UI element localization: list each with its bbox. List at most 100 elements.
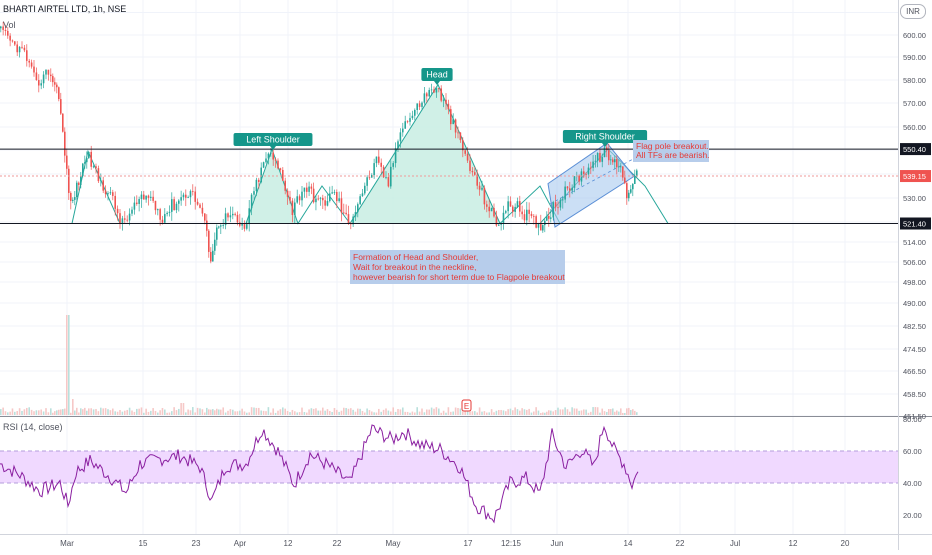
price-tick-label: 506.00 <box>903 258 926 267</box>
candle-body <box>490 208 493 212</box>
volume-bar <box>201 409 204 415</box>
candle-body <box>329 193 331 202</box>
volume-bar <box>298 412 301 415</box>
volume-bar <box>526 409 528 415</box>
volume-bar <box>385 408 387 415</box>
candle-body <box>632 183 634 190</box>
volume-bar <box>382 409 385 415</box>
candle-body <box>145 195 147 200</box>
candle-body <box>303 187 306 192</box>
candle-body <box>507 201 509 212</box>
candle-body <box>540 223 542 231</box>
volume-bar <box>0 409 2 415</box>
candle-body <box>42 74 45 84</box>
time-tick-label: 22 <box>333 539 342 548</box>
candle-body <box>282 169 284 181</box>
volume-bar <box>544 412 546 415</box>
candle-body <box>284 180 286 191</box>
candle-body <box>357 204 359 213</box>
volume-bar <box>606 411 608 415</box>
currency-badge[interactable]: INR <box>900 4 926 19</box>
head-outline <box>349 83 501 224</box>
candle-body <box>182 194 185 198</box>
volume-bar <box>414 412 416 415</box>
volume-bar <box>243 411 246 415</box>
candle-body <box>66 155 68 169</box>
candle-body <box>498 224 500 226</box>
volume-bar <box>592 407 594 415</box>
volume-bar <box>493 412 495 415</box>
candle-body <box>214 239 216 251</box>
volume-bar <box>279 409 282 415</box>
candle-body <box>164 214 166 223</box>
candle-body <box>54 82 56 85</box>
candle-body <box>315 198 317 203</box>
volume-bar <box>11 408 14 415</box>
candle-body <box>526 209 528 221</box>
candle-body <box>542 225 544 231</box>
volume-bar <box>552 411 554 415</box>
volume-bar <box>78 412 80 415</box>
candle-body <box>286 190 289 197</box>
volume-bar <box>512 410 514 415</box>
volume-bar <box>632 409 634 415</box>
volume-bar <box>576 408 578 415</box>
candle-body <box>296 196 298 203</box>
candle-body <box>512 206 514 212</box>
volume-bar <box>291 409 294 415</box>
volume-bar <box>423 412 426 415</box>
volume-bar <box>4 411 7 415</box>
candle-body <box>546 215 548 221</box>
candle-body <box>312 188 315 203</box>
candle-body <box>100 180 102 182</box>
volume-bar <box>614 411 616 415</box>
candle-body <box>594 160 597 162</box>
candle-body <box>483 187 486 205</box>
volume-bar <box>486 412 488 415</box>
candle-body <box>291 200 294 215</box>
volume-bar <box>601 408 604 415</box>
volume-bar <box>119 409 121 415</box>
candle-body <box>392 163 394 167</box>
earnings-marker: E <box>464 402 469 411</box>
candle-body <box>84 162 86 164</box>
volume-bar <box>608 409 610 415</box>
candle-body <box>279 168 282 170</box>
price-tick-label: 451.50 <box>903 412 926 421</box>
candle-body <box>229 215 232 218</box>
left-shoulder-fill <box>246 149 298 224</box>
volume-bar <box>16 411 18 415</box>
volume-bar <box>476 412 478 415</box>
volume-bar <box>329 410 331 415</box>
volume-bar <box>58 409 60 415</box>
candle-body <box>236 214 239 223</box>
candle-body <box>394 148 397 164</box>
price-tick-label: 490.00 <box>903 299 926 308</box>
volume-bar <box>131 410 133 415</box>
volume-bar <box>469 409 471 415</box>
volume-bar <box>164 409 166 415</box>
candle-body <box>52 76 54 83</box>
right-shoulder-label: Right Shoulder <box>575 132 635 142</box>
volume-bar <box>35 410 38 415</box>
head-fill <box>350 84 500 224</box>
volume-bar <box>214 410 216 415</box>
rsi-tick-label: 60.00 <box>903 447 922 456</box>
volume-bar <box>199 408 201 415</box>
candle-body <box>447 103 450 110</box>
candle-body <box>21 46 23 48</box>
volume-bar <box>112 408 114 415</box>
volume-bar <box>147 411 150 415</box>
volume-bar <box>361 410 364 415</box>
candle-body <box>423 93 426 103</box>
volume-bar <box>578 410 580 415</box>
candle-body <box>33 66 35 73</box>
candle-body <box>554 202 557 208</box>
candle-body <box>378 156 380 163</box>
candle-body <box>30 62 33 67</box>
candle-body <box>11 40 14 42</box>
candle-body <box>535 216 537 228</box>
candle-body <box>375 156 378 164</box>
candle-body <box>583 171 585 174</box>
